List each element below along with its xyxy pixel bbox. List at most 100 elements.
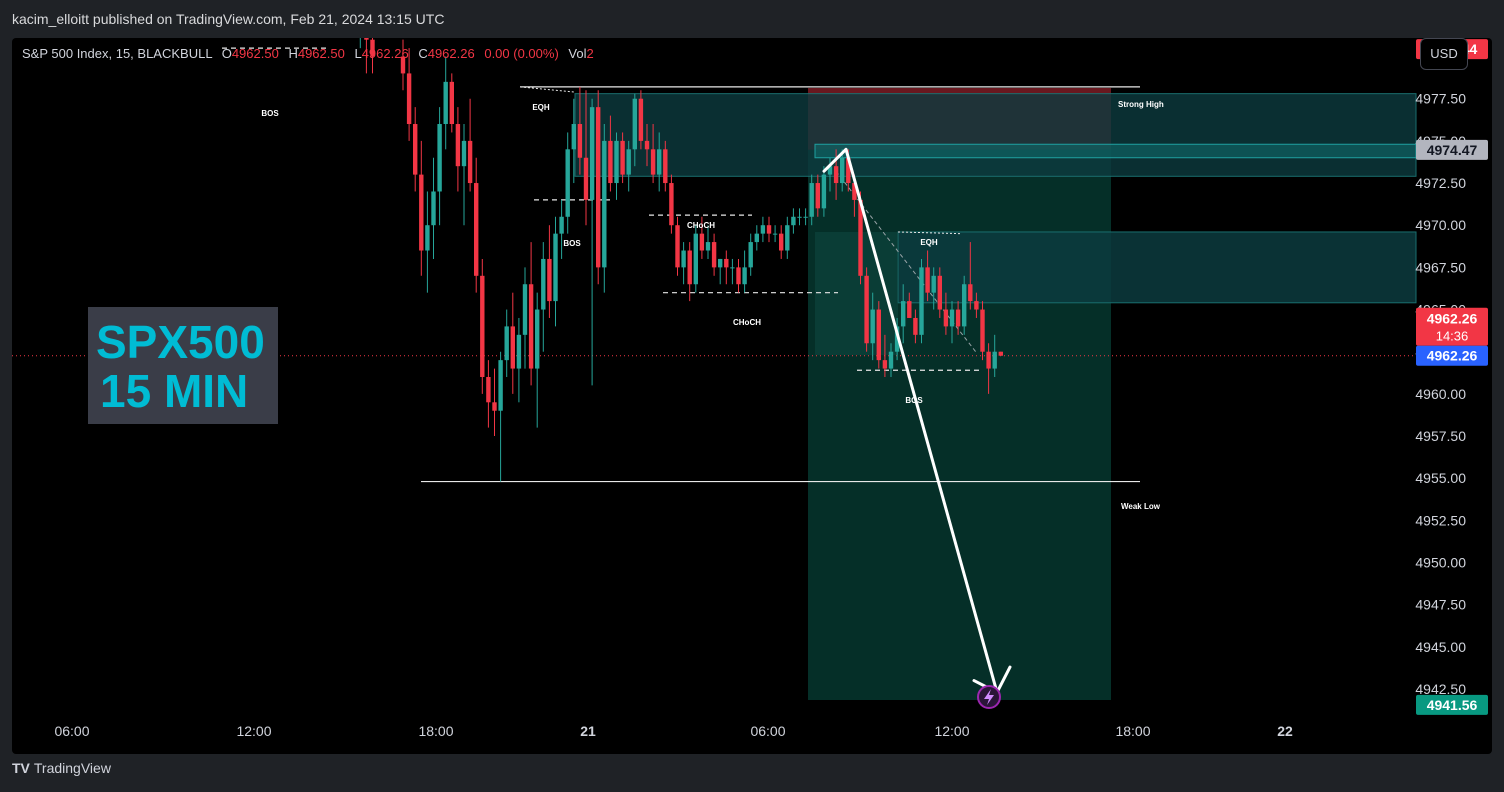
supply-zone-upper (574, 93, 1417, 177)
candle-body (669, 183, 674, 226)
annotation-bos: BOS (563, 239, 581, 248)
candle-body (937, 275, 942, 310)
x-tick-label: 21 (580, 723, 596, 739)
candle-body (742, 267, 747, 285)
candle-body (516, 334, 522, 369)
currency-button[interactable]: USD (1420, 38, 1468, 70)
footer-brand[interactable]: TV TradingView (12, 760, 111, 776)
candle-body (632, 98, 637, 150)
candle-body (510, 326, 515, 369)
entry-price-label: 4974.47 (1427, 142, 1478, 158)
candle-body (894, 326, 900, 352)
chart-panel[interactable]: BOS EQH BOS CHoCH CHoCH EQH BOS Strong High Weak… (12, 38, 1492, 754)
open-value: 4962.50 (231, 46, 279, 61)
candle-body (815, 183, 820, 209)
candle-body (986, 351, 991, 369)
candle-body (486, 377, 491, 403)
candle-body (461, 140, 467, 167)
y-tick-label: 4977.50 (1415, 91, 1466, 107)
candle-body (705, 242, 711, 251)
candle-body (858, 199, 863, 276)
candle-body (528, 284, 534, 369)
close-label: C (418, 46, 428, 61)
candle-body (901, 301, 906, 327)
candle-body (974, 301, 979, 310)
candle-body (870, 309, 875, 344)
candle-body (602, 140, 607, 268)
close-value: 4962.26 (427, 46, 475, 61)
candle-body (803, 216, 808, 218)
y-tick-label: 4957.50 (1415, 428, 1466, 444)
candle-body (888, 351, 894, 369)
annotation-bos: BOS (905, 396, 923, 405)
price-chart[interactable]: BOS EQH BOS CHoCH CHoCH EQH BOS Strong High Weak… (12, 38, 1492, 754)
x-tick-label: 12:00 (236, 723, 271, 739)
candle-body (772, 233, 778, 235)
candle-body (882, 360, 888, 369)
candle-body (443, 81, 448, 125)
y-tick-label: 4970.00 (1415, 217, 1466, 233)
projection-arrow (822, 147, 999, 694)
bid-price-label: 4962.26 (1427, 348, 1478, 364)
high-label: H (288, 46, 298, 61)
candle-body (748, 242, 753, 268)
candle-body (681, 250, 686, 268)
candle-body (522, 284, 528, 335)
target-price-badge (1416, 694, 1488, 715)
candle-body (736, 267, 741, 285)
tradingview-logo-icon: TV (12, 760, 30, 776)
candle-body (766, 225, 772, 234)
candle-body (711, 242, 717, 268)
supply-zone-band (814, 143, 1417, 159)
y-tick-label: 4967.50 (1415, 259, 1466, 275)
open-label: O (221, 46, 232, 61)
y-tick-label: 4960.00 (1415, 386, 1466, 402)
change-value: 0.00 (0.00%) (484, 46, 559, 61)
y-tick-label: 4945.00 (1415, 639, 1466, 655)
candle-body (413, 124, 418, 175)
volume-label: Vol (568, 46, 587, 61)
candle-body (760, 225, 766, 234)
low-value: 4962.26 (361, 46, 409, 61)
candle-body (779, 233, 784, 251)
candle-body (821, 174, 827, 209)
candle-body (724, 258, 729, 268)
x-tick-label: 06:00 (750, 723, 785, 739)
candle-body (955, 309, 961, 327)
annotation-eqh: EQH (920, 238, 938, 247)
candle-body (589, 107, 595, 200)
x-tick-label: 12:00 (934, 723, 969, 739)
x-tick-label: 18:00 (418, 723, 453, 739)
countdown-label: 14:36 (1436, 329, 1469, 344)
annotation-choch: CHoCH (687, 221, 715, 230)
x-tick-label: 06:00 (54, 723, 89, 739)
top-bar: kacim_elloitt published on TradingView.c… (0, 0, 1504, 38)
candle-body (608, 140, 613, 184)
candle-body (687, 250, 692, 285)
annotation-bos: BOS (261, 109, 279, 118)
candle-body (730, 267, 735, 269)
candle-body (925, 267, 930, 293)
supply-zone-lower (897, 231, 1417, 304)
y-tick-label: 4955.00 (1415, 470, 1466, 486)
candle-body (840, 157, 845, 184)
candle-body (992, 351, 997, 369)
candle-body (498, 360, 503, 411)
candle-body (583, 157, 589, 200)
watermark-symbol: SPX500 (96, 316, 265, 368)
x-tick-label: 22 (1277, 723, 1293, 739)
candle-body (962, 284, 967, 327)
brand-name: TradingView (33, 760, 111, 776)
published-info: kacim_elloitt published on TradingView.c… (12, 11, 445, 27)
candle-body (364, 38, 369, 40)
watermark-box (88, 307, 278, 424)
candle-body (931, 275, 936, 293)
candle-body (535, 309, 540, 369)
annotation-eqh: EQH (532, 103, 550, 112)
candle-body (455, 124, 461, 167)
candle-body (406, 73, 412, 125)
candle-body (919, 267, 924, 335)
candle-body (827, 166, 833, 175)
candle-body (431, 191, 436, 226)
candle-body (846, 157, 851, 184)
